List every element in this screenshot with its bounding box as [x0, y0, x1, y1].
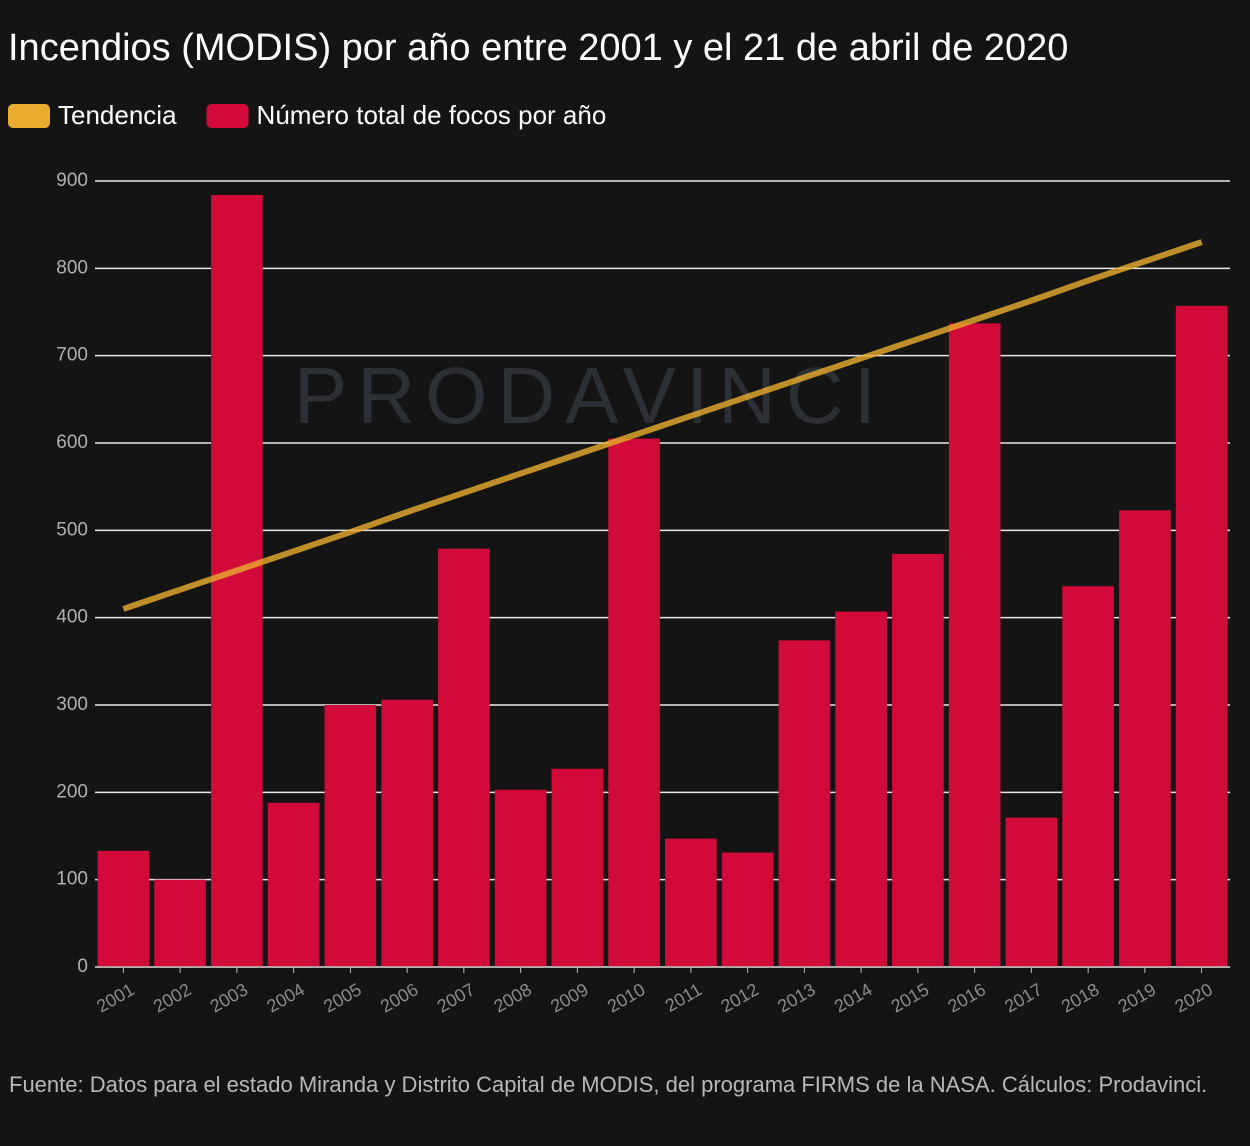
bar: [154, 879, 206, 967]
x-tick-label: 2009: [547, 979, 592, 1016]
bar: [1005, 817, 1058, 967]
bar: [551, 768, 604, 967]
bar: [267, 802, 320, 967]
y-tick-label: 0: [77, 956, 88, 977]
bar: [665, 838, 717, 967]
chart-title: Incendios (MODIS) por año entre 2001 y e…: [8, 27, 1068, 69]
y-tick-label: 300: [56, 694, 88, 715]
bar: [892, 553, 944, 967]
x-tick-label: 2017: [1001, 979, 1046, 1016]
legend-swatch: [206, 104, 249, 128]
x-tick-label: 2014: [831, 979, 876, 1016]
bar: [1119, 510, 1171, 967]
x-tick-label: 2006: [377, 979, 422, 1016]
x-tick-label: 2005: [320, 979, 365, 1016]
bar: [381, 699, 433, 967]
x-tick-label: 2003: [207, 979, 252, 1016]
x-tick-label: 2012: [717, 979, 762, 1016]
bar: [721, 852, 774, 967]
y-tick-label: 400: [56, 607, 88, 628]
x-tick-label: 2015: [888, 979, 933, 1016]
legend-label: Tendencia: [58, 100, 177, 130]
x-tick-label: 2018: [1058, 979, 1103, 1016]
x-tick-label: 2004: [263, 979, 308, 1016]
source-note: Fuente: Datos para el estado Miranda y D…: [9, 1072, 1208, 1097]
bar: [1175, 305, 1228, 967]
y-tick-label: 800: [56, 257, 88, 278]
y-tick-label: 200: [56, 781, 88, 802]
y-tick-label: 100: [56, 869, 88, 890]
legend-swatch: [8, 104, 50, 128]
bar: [835, 611, 887, 967]
bar: [494, 789, 547, 967]
bar: [97, 850, 150, 967]
bar: [948, 323, 1001, 967]
x-tick-label: 2019: [1115, 979, 1160, 1016]
y-tick-label: 600: [56, 432, 88, 453]
x-tick-label: 2011: [662, 979, 706, 1016]
x-tick-label: 2013: [774, 979, 819, 1016]
x-tick-label: 2002: [150, 979, 195, 1016]
y-tick-label: 700: [56, 345, 88, 366]
x-tick-label: 2020: [1171, 979, 1216, 1016]
watermark: PRODAVINCI: [294, 351, 886, 440]
bar: [211, 194, 263, 967]
x-tick-label: 2007: [434, 979, 479, 1016]
trend-line: [122, 239, 1203, 612]
bar: [438, 548, 490, 967]
bar: [778, 640, 831, 967]
bar: [608, 438, 660, 968]
y-tick-label: 500: [56, 519, 88, 540]
bar: [324, 705, 377, 967]
x-tick-label: 2010: [604, 979, 649, 1016]
legend-label: Número total de focos por año: [257, 100, 607, 130]
x-tick-label: 2016: [944, 979, 989, 1016]
x-tick-label: 2008: [490, 979, 535, 1016]
x-tick-label: 2001: [93, 979, 138, 1016]
bar: [1062, 586, 1114, 967]
y-tick-label: 900: [56, 170, 88, 191]
